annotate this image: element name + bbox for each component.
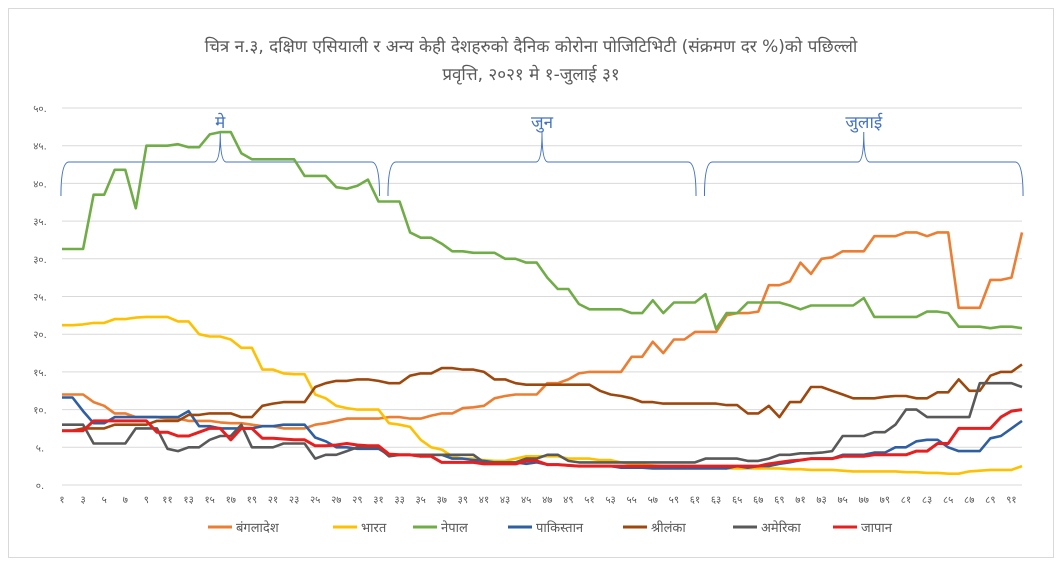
- series-line: [62, 315, 1023, 476]
- x-tick-label: ६३: [711, 495, 721, 506]
- x-tick-label: ८५: [943, 495, 953, 506]
- x-tick-label: २५: [310, 495, 320, 506]
- y-tick-label: ३५.: [33, 217, 47, 228]
- month-label: मे: [215, 112, 226, 133]
- y-tick-label: २५.: [33, 293, 47, 304]
- x-tick-label: १७: [226, 495, 236, 506]
- chart-frame: [8, 8, 1054, 558]
- x-tick-label: ६५: [732, 495, 742, 506]
- series-lines: [62, 130, 1024, 476]
- x-tick-label: ८१: [901, 495, 911, 506]
- chart-title-line-1: चित्र न.३, दक्षिण एसियाली र अन्य केही दे…: [205, 36, 858, 57]
- y-tick-label: ५०.: [33, 104, 47, 115]
- x-tick-label: ३५: [415, 495, 425, 506]
- y-tick-label: ५.: [36, 443, 44, 454]
- x-tick-label: ५१: [584, 495, 594, 506]
- x-tick-label: ६१: [690, 495, 700, 506]
- x-tick-label: ४१: [479, 495, 489, 506]
- month-bracket: [387, 131, 697, 197]
- legend: बंगलादेश भारत नेपाल पाकिस्तान श्रीलंका अमेरिक…: [208, 520, 893, 536]
- legend-label: पाकिस्तान: [536, 520, 584, 536]
- x-tick-label: ८३: [922, 495, 932, 506]
- legend-label: बंगलादेश: [236, 520, 280, 536]
- x-tick-label: १५: [204, 495, 214, 506]
- x-tick-label: ३९: [458, 495, 468, 506]
- y-tick-label: १०.: [33, 406, 47, 417]
- series-line: [62, 231, 1024, 430]
- x-tick-label: २३: [289, 495, 299, 506]
- x-tick-label: ६९: [774, 495, 784, 506]
- x-tick-label: ७: [123, 495, 128, 506]
- x-tick-label: ७३: [816, 495, 826, 506]
- series-line: [62, 381, 1023, 464]
- x-axis-tick-labels: १ ३ ५ ७ ९ ११ १३ १५ १७ १९ २१ २३ २५ २७ २९ ३१ ३३ ३५ ३७ ३९ ४१ ४३ ४…: [59, 495, 1016, 506]
- x-tick-label: ६७: [753, 495, 763, 506]
- x-tick-label: १: [59, 495, 64, 506]
- x-tick-label: ७१: [795, 495, 805, 506]
- month-label: जुन: [531, 113, 554, 133]
- x-tick-label: ३७: [437, 495, 447, 506]
- x-tick-label: ४९: [563, 495, 573, 506]
- y-tick-label: ४०.: [33, 179, 47, 190]
- x-tick-label: ९१: [1006, 495, 1016, 506]
- legend-label: भारत: [361, 521, 387, 536]
- legend-label: जापान: [861, 521, 893, 536]
- x-tick-label: ८७: [964, 495, 974, 506]
- x-tick-label: ७५: [837, 495, 847, 506]
- y-tick-label: ०.: [36, 481, 44, 492]
- series-line: [62, 408, 1023, 468]
- month-bracket: [703, 131, 1024, 197]
- y-tick-label: १५.: [33, 368, 47, 379]
- month-label: जुलाई: [845, 112, 883, 133]
- legend-label: अमेरिका: [761, 520, 801, 536]
- month-brackets: मे जुन जुलाई: [60, 112, 1024, 197]
- legend-label: नेपाल: [441, 520, 468, 536]
- x-tick-label: ५: [102, 495, 107, 506]
- series-line: [62, 363, 1023, 433]
- x-tick-label: ७९: [880, 495, 890, 506]
- x-tick-label: १९: [247, 495, 257, 506]
- x-tick-label: ३: [80, 495, 85, 506]
- legend-label: श्रीलंका: [651, 520, 686, 536]
- x-tick-label: ५३: [605, 495, 615, 506]
- x-tick-label: ५५: [626, 495, 636, 506]
- x-tick-label: १३: [183, 495, 193, 506]
- x-tick-label: ७७: [859, 495, 869, 506]
- x-tick-label: ५९: [669, 495, 679, 506]
- y-axis-tick-labels: ०. ५. १०. १५. २०. २५. ३०. ३५. ४०. ४५. ५०.: [33, 104, 47, 492]
- chart-title-line-2: प्रवृत्ति, २०२१ मे १-जुलाई ३१: [442, 64, 619, 85]
- x-tick-label: ५७: [648, 495, 658, 506]
- x-tick-label: २९: [352, 495, 362, 506]
- x-tick-label: ४३: [500, 495, 510, 506]
- x-tick-label: ४५: [521, 495, 531, 506]
- x-tick-label: ८९: [985, 495, 995, 506]
- x-tick-label: २७: [331, 495, 341, 506]
- x-tick-label: २१: [268, 495, 278, 506]
- x-tick-label: ४७: [542, 495, 552, 506]
- series-line: [62, 130, 1023, 331]
- x-tick-label: ३३: [394, 495, 404, 506]
- y-tick-label: २०.: [33, 330, 47, 341]
- y-tick-label: ३०.: [33, 255, 47, 266]
- x-tick-label: ९: [144, 495, 149, 506]
- y-tick-label: ४५.: [33, 142, 47, 153]
- x-tick-label: ३१: [373, 495, 383, 506]
- x-tick-label: ११: [162, 495, 172, 506]
